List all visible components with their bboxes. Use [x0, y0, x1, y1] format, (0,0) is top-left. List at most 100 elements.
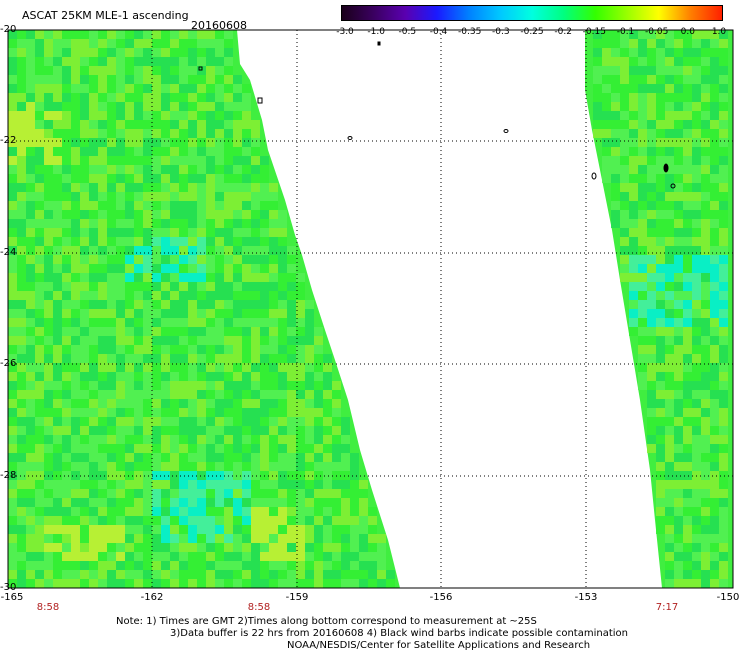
data-cell — [98, 129, 107, 138]
data-cell — [233, 282, 242, 291]
data-cell — [242, 129, 251, 138]
data-cell — [629, 138, 638, 147]
data-cell — [719, 102, 728, 111]
data-cell — [188, 552, 197, 561]
data-cell — [26, 291, 35, 300]
data-cell — [197, 399, 206, 408]
data-cell — [269, 534, 278, 543]
data-cell — [161, 579, 170, 588]
data-cell — [674, 291, 683, 300]
data-cell — [341, 579, 350, 588]
data-cell — [665, 399, 674, 408]
data-cell — [26, 327, 35, 336]
data-cell — [656, 516, 665, 525]
data-cell — [656, 57, 665, 66]
data-cell — [44, 543, 53, 552]
data-cell — [260, 309, 269, 318]
data-cell — [71, 417, 80, 426]
data-cell — [35, 570, 44, 579]
data-cell — [665, 264, 674, 273]
data-cell — [80, 66, 89, 75]
data-cell — [647, 345, 656, 354]
data-cell — [44, 435, 53, 444]
data-cell — [242, 318, 251, 327]
data-cell — [323, 426, 332, 435]
data-cell — [152, 138, 161, 147]
data-cell — [44, 552, 53, 561]
data-cell — [17, 57, 26, 66]
data-cell — [125, 219, 134, 228]
data-cell — [269, 246, 278, 255]
data-cell — [107, 264, 116, 273]
data-cell — [341, 507, 350, 516]
data-cell — [44, 129, 53, 138]
data-cell — [647, 75, 656, 84]
data-cell — [143, 75, 152, 84]
data-cell — [206, 228, 215, 237]
data-cell — [35, 201, 44, 210]
data-cell — [89, 318, 98, 327]
data-cell — [8, 507, 17, 516]
data-cell — [125, 327, 134, 336]
data-cell — [107, 336, 116, 345]
data-cell — [242, 417, 251, 426]
data-cell — [116, 579, 125, 588]
data-cell — [26, 525, 35, 534]
data-cell — [80, 426, 89, 435]
data-cell — [44, 570, 53, 579]
data-cell — [242, 426, 251, 435]
data-cell — [107, 552, 116, 561]
data-cell — [269, 471, 278, 480]
data-cell — [161, 84, 170, 93]
data-cell — [197, 111, 206, 120]
data-cell — [143, 48, 152, 57]
data-cell — [629, 111, 638, 120]
data-cell — [332, 525, 341, 534]
data-cell — [638, 246, 647, 255]
data-cell — [134, 399, 143, 408]
data-cell — [53, 579, 62, 588]
data-cell — [665, 426, 674, 435]
data-cell — [269, 552, 278, 561]
data-cell — [62, 480, 71, 489]
data-cell — [98, 309, 107, 318]
data-cell — [107, 57, 116, 66]
data-cell — [98, 453, 107, 462]
data-cell — [8, 237, 17, 246]
data-cell — [233, 525, 242, 534]
data-cell — [683, 210, 692, 219]
data-cell — [710, 471, 719, 480]
data-cell — [665, 120, 674, 129]
data-cell — [638, 174, 647, 183]
data-cell — [107, 228, 116, 237]
data-cell — [260, 228, 269, 237]
data-cell — [143, 426, 152, 435]
data-cell — [692, 219, 701, 228]
data-cell — [701, 300, 710, 309]
data-cell — [665, 534, 674, 543]
data-cell — [710, 39, 719, 48]
data-cell — [314, 390, 323, 399]
data-cell — [188, 174, 197, 183]
data-cell — [179, 345, 188, 354]
data-cell — [17, 228, 26, 237]
data-cell — [674, 462, 683, 471]
data-cell — [233, 327, 242, 336]
data-cell — [683, 246, 692, 255]
data-cell — [278, 480, 287, 489]
data-cell — [107, 318, 116, 327]
data-cell — [629, 300, 638, 309]
data-cell — [161, 309, 170, 318]
data-cell — [278, 507, 287, 516]
footer-note-1: Note: 1) Times are GMT 2)Times along bot… — [116, 616, 537, 627]
data-cell — [152, 525, 161, 534]
data-cell — [188, 408, 197, 417]
data-cell — [179, 300, 188, 309]
data-cell — [53, 93, 62, 102]
data-cell — [134, 543, 143, 552]
data-cell — [134, 372, 143, 381]
latitude-label: -22 — [0, 135, 17, 146]
data-cell — [26, 102, 35, 111]
data-cell — [17, 246, 26, 255]
data-cell — [251, 372, 260, 381]
